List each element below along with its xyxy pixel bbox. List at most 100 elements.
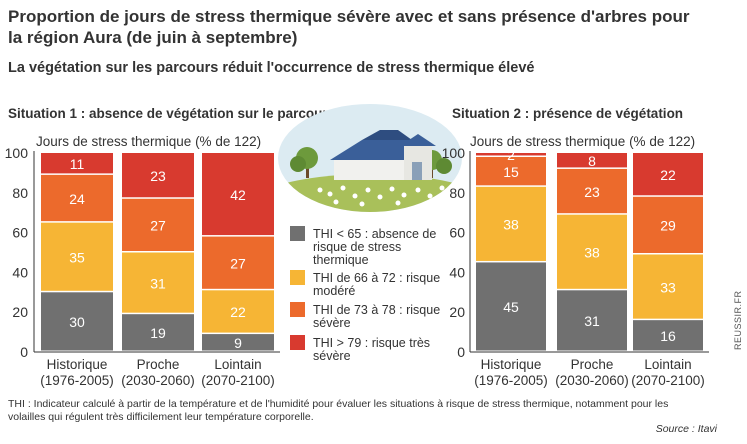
bar-value-label: 31 bbox=[584, 313, 600, 329]
bar-value-label: 8 bbox=[588, 153, 596, 169]
bar-value-label: 24 bbox=[69, 191, 85, 207]
bar-value-label: 38 bbox=[584, 245, 600, 261]
bar-value-label: 30 bbox=[69, 314, 85, 330]
y-tick-label: 100 bbox=[442, 145, 466, 161]
legend-label: risque de stress bbox=[313, 240, 401, 254]
y-tick-label: 40 bbox=[12, 264, 28, 280]
footnote: THI : Indicateur calculé à partir de la … bbox=[8, 398, 669, 423]
y-tick-label: 20 bbox=[12, 304, 28, 320]
x-tick-label: (2030-2060) bbox=[555, 373, 629, 388]
x-tick-label: Proche bbox=[137, 357, 180, 372]
legend-label: THI de 66 à 72 : risque bbox=[313, 271, 440, 285]
legend-label: THI > 79 : risque très bbox=[313, 336, 430, 350]
bar-value-label: 45 bbox=[503, 299, 519, 315]
source: Source : Itavi bbox=[655, 423, 717, 435]
y-tick-label: 20 bbox=[449, 304, 465, 320]
bar-segment bbox=[633, 153, 703, 196]
chart-situation-2: 0 20 40 60 80 100 45 38 152 Historique(1976-2005)… bbox=[442, 145, 709, 388]
y-tick-label: 80 bbox=[449, 185, 465, 201]
poultry-flock-illustration bbox=[317, 185, 445, 207]
bar-segment bbox=[202, 153, 274, 236]
bar-value-label: 22 bbox=[660, 167, 676, 183]
x-tick-label: Historique bbox=[47, 357, 108, 372]
legend-swatch bbox=[290, 270, 305, 285]
legend-label: thermique bbox=[313, 253, 369, 267]
bar-value-label: 23 bbox=[584, 184, 600, 200]
chart-subtitle: La végétation sur les parcours réduit l'… bbox=[8, 60, 535, 76]
y-tick-label: 80 bbox=[12, 185, 28, 201]
bar-segment bbox=[202, 290, 274, 333]
bar-segment bbox=[41, 292, 113, 351]
bar-value-label: 33 bbox=[660, 279, 676, 295]
x-tick-label: Lointain bbox=[214, 357, 261, 372]
bar-value-label: 19 bbox=[150, 325, 166, 341]
x-tick-label: Historique bbox=[481, 357, 542, 372]
x-tick-label: Proche bbox=[571, 357, 614, 372]
y-tick-label: 0 bbox=[20, 344, 28, 360]
bar-segment bbox=[476, 156, 546, 186]
bar-value-label: 27 bbox=[150, 218, 166, 234]
bar-segment bbox=[633, 196, 703, 253]
x-tick-label: (1976-2005) bbox=[40, 373, 114, 388]
x-tick-label: Lointain bbox=[644, 357, 691, 372]
bar-value-label: 31 bbox=[150, 275, 166, 291]
bar-segment bbox=[41, 174, 113, 222]
bar-value-label: 22 bbox=[230, 304, 246, 320]
bar-segment bbox=[557, 214, 627, 289]
situation-2-title: Situation 2 : présence de végétation bbox=[452, 106, 684, 121]
legend-swatch bbox=[290, 302, 305, 317]
y-tick-label: 0 bbox=[457, 344, 465, 360]
bar-value-label: 27 bbox=[230, 255, 246, 271]
bar-segment bbox=[122, 252, 194, 313]
bar-value-label: 23 bbox=[150, 168, 166, 184]
legend-label: THI < 65 : absence de bbox=[313, 227, 436, 241]
y-tick-label: 40 bbox=[449, 264, 465, 280]
bar-value-label: 9 bbox=[234, 335, 242, 351]
bar-segment bbox=[557, 168, 627, 214]
situation-1-ylabel: Jours de stress thermique (% de 122) bbox=[36, 134, 262, 149]
bar-segment bbox=[476, 186, 546, 261]
situation-1-title: Situation 1 : absence de végétation sur … bbox=[8, 106, 336, 121]
legend-swatch bbox=[290, 335, 305, 350]
x-tick-label: (2030-2060) bbox=[121, 373, 195, 388]
bar-segment bbox=[476, 153, 546, 156]
bar-segment bbox=[633, 254, 703, 319]
y-tick-label: 100 bbox=[5, 145, 29, 161]
bar-value-label: 38 bbox=[503, 217, 519, 233]
bar-value-label: 29 bbox=[660, 218, 676, 234]
bar-segment bbox=[122, 153, 194, 198]
bar-segment bbox=[202, 334, 274, 351]
farm-barn-illustration bbox=[278, 104, 462, 212]
bar-value-label: 16 bbox=[660, 328, 676, 344]
bar-segment bbox=[557, 290, 627, 351]
x-tick-label: (1976-2005) bbox=[474, 373, 548, 388]
x-tick-label: (2070-2100) bbox=[201, 373, 275, 388]
bar-segment bbox=[202, 236, 274, 289]
bar-value-label: 2 bbox=[507, 147, 515, 163]
bar-segment bbox=[476, 262, 546, 351]
legend-label: sévère bbox=[313, 316, 351, 330]
y-tick-label: 60 bbox=[449, 225, 465, 241]
bar-segment bbox=[41, 222, 113, 291]
bar-segment bbox=[633, 320, 703, 351]
chart-title: Proportion de jours de stress thermique … bbox=[8, 7, 690, 47]
y-tick-label: 60 bbox=[12, 225, 28, 241]
bar-segment bbox=[557, 153, 627, 168]
bar-segment bbox=[122, 198, 194, 251]
legend-label: modéré bbox=[313, 284, 355, 298]
bar-value-label: 15 bbox=[503, 164, 519, 180]
legend-label: THI de 73 à 78 : risque bbox=[313, 303, 440, 317]
credit: REUSSIR.FR bbox=[733, 290, 743, 350]
legend-label: sévère bbox=[313, 349, 351, 363]
bar-segment bbox=[41, 153, 113, 174]
legend-swatch bbox=[290, 226, 305, 241]
bar-value-label: 42 bbox=[230, 187, 246, 203]
x-tick-label: (2070-2100) bbox=[631, 373, 705, 388]
bar-segment bbox=[122, 314, 194, 351]
